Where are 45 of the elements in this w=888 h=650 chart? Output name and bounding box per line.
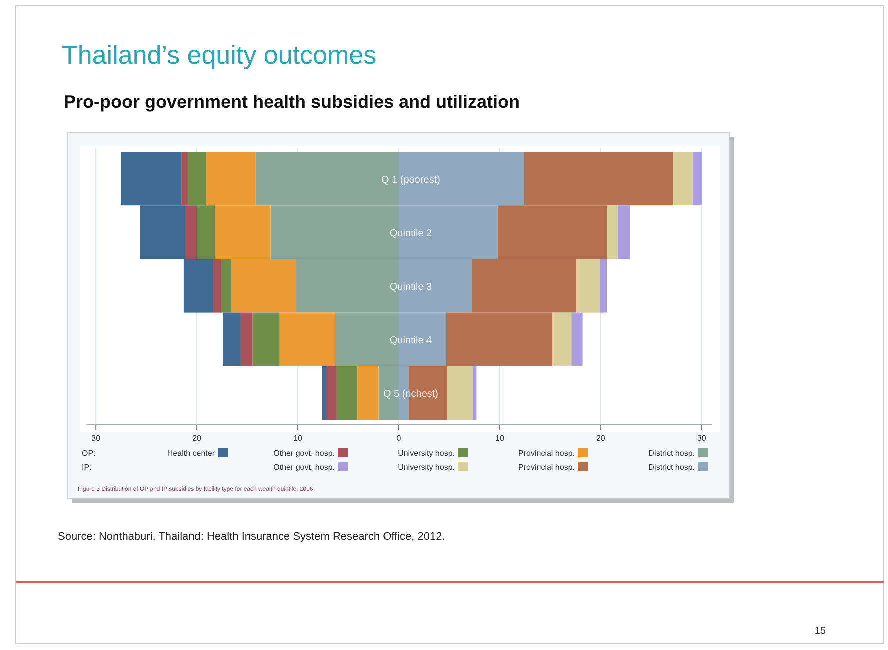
legend-label: Other govt. hosp. [274,449,335,458]
text: 15 [814,626,826,637]
x-tick-label: 10 [294,434,304,443]
x-tick-label: 10 [496,434,505,443]
bar [472,366,477,420]
bar [213,259,222,313]
bar [447,366,473,420]
legend-label: District hosp. [648,449,695,458]
x-tick-label: 30 [92,434,102,443]
bar [606,206,618,260]
x-tick-label: 30 [697,434,707,443]
bar [600,259,607,313]
text: OP: [82,449,96,458]
bar [240,312,253,366]
legend-label: Other govt. hosp. [274,463,335,472]
bar [336,366,358,420]
bar [552,312,572,366]
y-tick-label: Quintile 3 [390,282,433,293]
bar [326,366,336,420]
bar [358,366,379,420]
bar [618,206,630,260]
legend-label: Health center [167,449,216,458]
bar [692,152,702,206]
legend-label: Provincial hosp. [518,449,575,458]
legend-label: University hosp. [398,449,455,458]
bar [674,152,693,206]
source-note: Source: Nonthaburi, Thailand: Health Insurance System Research Office, 2012. [58,531,446,543]
chart-subtitle: Pro-poor government health subsidies and utilization [64,92,520,112]
legend-label: Provincial hosp. [518,463,575,472]
x-tick-label: 20 [596,434,606,443]
bar [572,312,583,366]
y-tick-label: Quintile 4 [390,336,433,347]
y-tick-label: Quintile 2 [390,228,433,240]
x-tick-label: 20 [192,434,202,443]
bar [223,312,240,366]
legend-label: District hosp. [648,463,695,472]
bar [252,312,280,366]
bar [322,366,326,420]
x-tick-label: 0 [396,434,402,443]
y-tick-label: Q 1 (poorest) [382,174,440,186]
bar [576,259,600,313]
text: IP: [82,463,92,472]
bar [221,259,232,313]
legend-label: University hosp. [398,463,455,472]
chart-title: Thailand’s equity outcomes [62,40,377,70]
